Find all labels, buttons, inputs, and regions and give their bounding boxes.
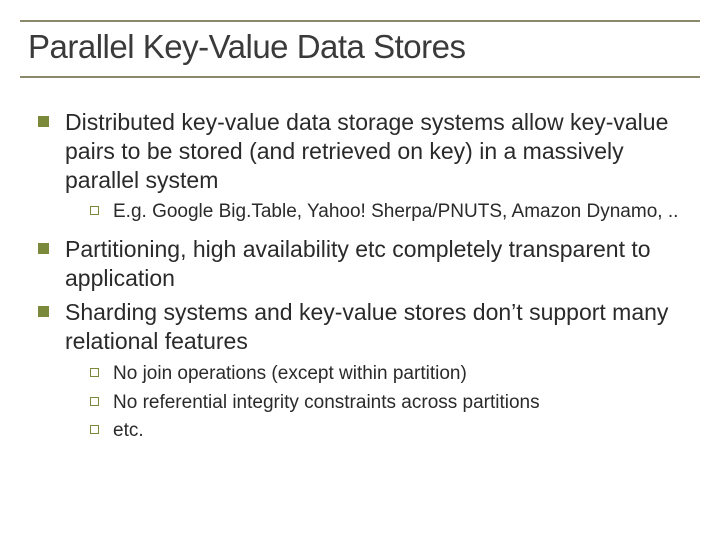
bullet-lvl1: Sharding systems and key-value stores do… <box>38 298 692 356</box>
bullet-lvl2: E.g. Google Big.Table, Yahoo! Sherpa/PNU… <box>90 200 692 225</box>
bullet-lvl1: Distributed key-value data storage syste… <box>38 108 692 194</box>
bullet-text: etc. <box>113 419 144 444</box>
bullet-text: No join operations (except within partit… <box>113 362 467 387</box>
bullet-text: Sharding systems and key-value stores do… <box>65 298 692 356</box>
slide: Parallel Key-Value Data Stores Distribut… <box>0 0 720 540</box>
slide-title: Parallel Key-Value Data Stores <box>28 28 700 66</box>
hollow-square-bullet-icon <box>90 425 99 434</box>
hollow-square-bullet-icon <box>90 368 99 377</box>
bullet-lvl1: Partitioning, high availability etc comp… <box>38 235 692 293</box>
bullet-text: No referential integrity constraints acr… <box>113 391 540 416</box>
square-bullet-icon <box>38 243 49 254</box>
slide-body: Distributed key-value data storage syste… <box>28 108 692 444</box>
bullet-text: E.g. Google Big.Table, Yahoo! Sherpa/PNU… <box>113 200 678 225</box>
bullet-text: Partitioning, high availability etc comp… <box>65 235 692 293</box>
square-bullet-icon <box>38 116 49 127</box>
bullet-lvl2: No join operations (except within partit… <box>90 362 692 387</box>
square-bullet-icon <box>38 306 49 317</box>
title-rule-box: Parallel Key-Value Data Stores <box>20 20 700 78</box>
bullet-lvl2: etc. <box>90 419 692 444</box>
bullet-lvl2: No referential integrity constraints acr… <box>90 391 692 416</box>
bullet-text: Distributed key-value data storage syste… <box>65 108 692 194</box>
hollow-square-bullet-icon <box>90 206 99 215</box>
hollow-square-bullet-icon <box>90 397 99 406</box>
